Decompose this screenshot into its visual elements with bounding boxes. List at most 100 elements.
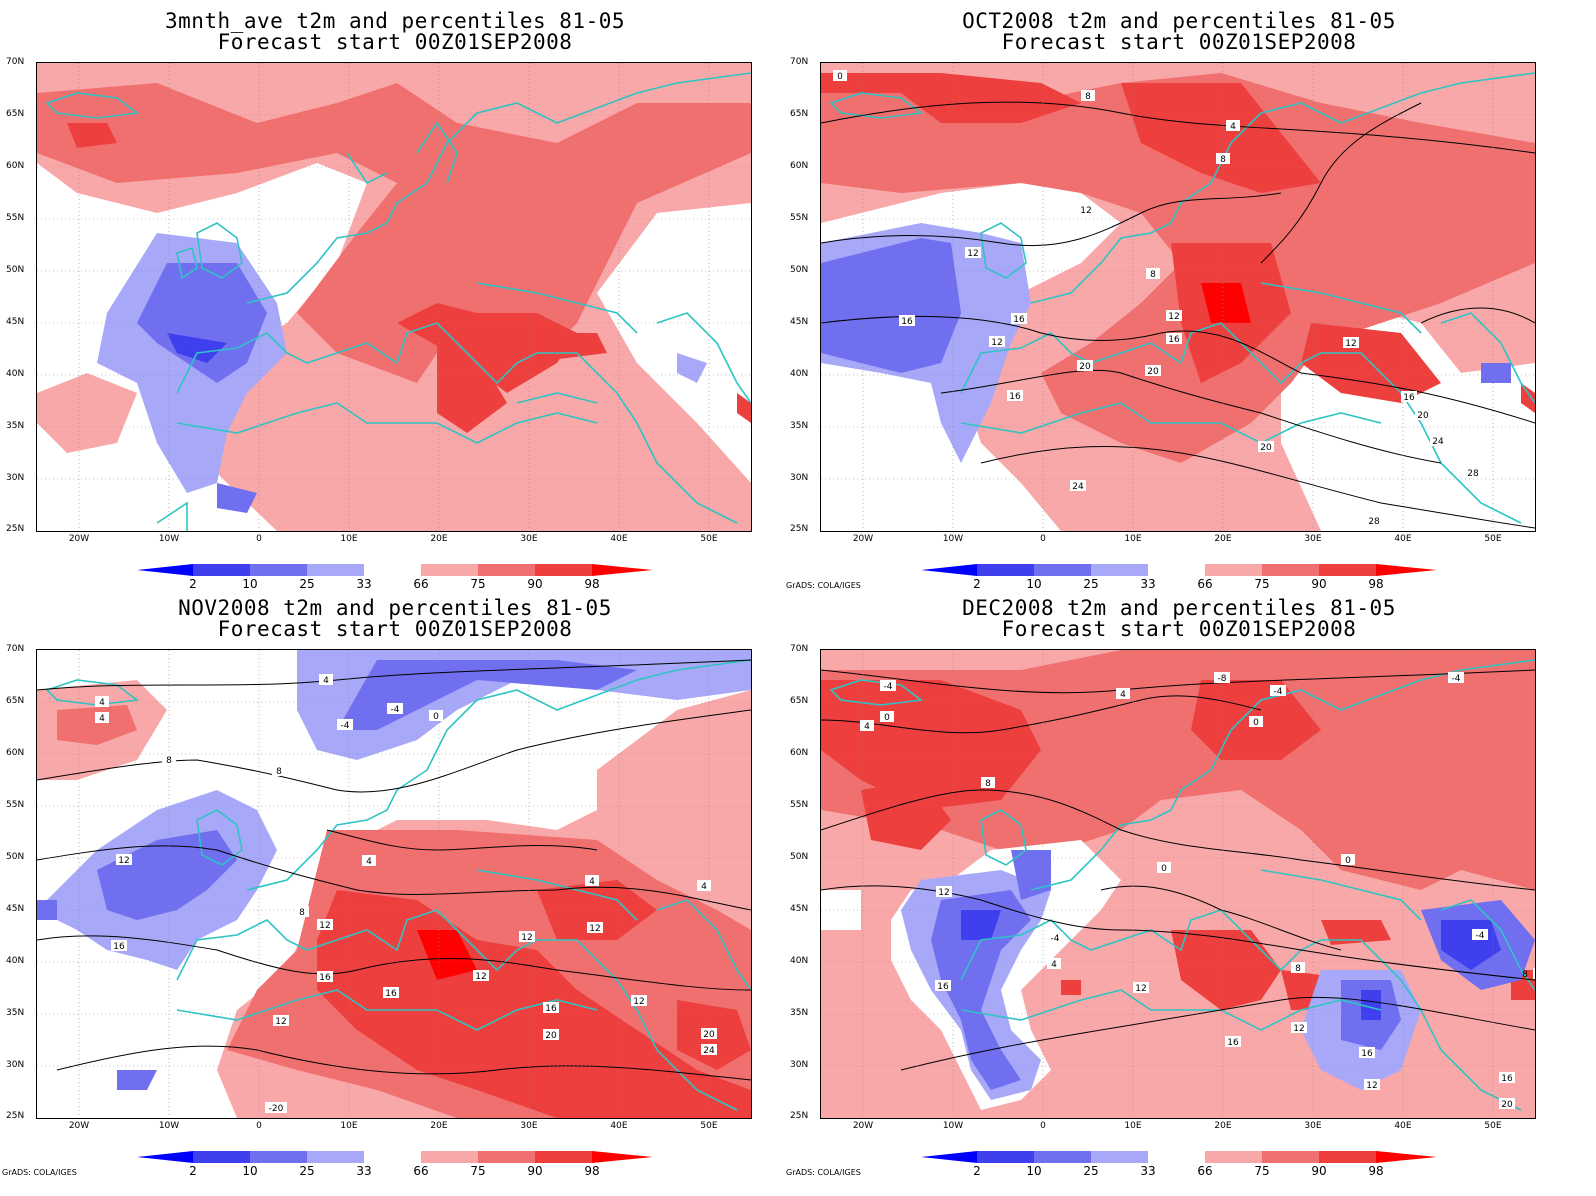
contour-label: 4 (1226, 120, 1240, 132)
colorbar-label: 90 (527, 577, 543, 591)
lon-label: 30E (1304, 1121, 1322, 1131)
lon-label: 10W (158, 1121, 180, 1131)
lat-label: 45N (6, 904, 25, 914)
svg-text:20: 20 (545, 1031, 557, 1041)
lat-label: 55N (790, 800, 809, 810)
svg-text:4: 4 (864, 722, 870, 732)
contour-labels: 0 8 4 8 12 12 8 16 16 12 20 20 16 12 16 … (833, 70, 1481, 527)
contour-label: 4 (362, 855, 376, 867)
contour-label: 16 (935, 980, 951, 992)
map-plot: -4 0 4 -8 -4 -4 4 0 8 0 0 12 -4 4 8 16 1… (820, 649, 1536, 1119)
svg-text:4: 4 (366, 857, 372, 867)
colorbar-label: 2 (973, 1164, 981, 1178)
panel-title: 3mnth_ave t2m and percentiles 81-05 (164, 9, 625, 33)
colorbar-label: 66 (413, 1164, 429, 1178)
lat-label: 30N (6, 473, 25, 483)
panel-title: DEC2008 t2m and percentiles 81-05 (962, 596, 1396, 620)
colorbar-label: 98 (1368, 1164, 1384, 1178)
svg-text:0: 0 (433, 712, 439, 722)
lat-label: 45N (790, 904, 809, 914)
svg-text:20: 20 (703, 1030, 715, 1040)
contour-label: 16 (1401, 391, 1417, 403)
colorbar (137, 563, 653, 591)
lat-label: 40N (790, 369, 809, 379)
svg-text:-4: -4 (884, 682, 893, 692)
lon-label: 30E (1304, 534, 1322, 544)
svg-text:-4: -4 (1476, 931, 1485, 941)
lat-label: 70N (6, 644, 25, 654)
map-plot: 4 4 4 -4 -4 0 8 8 12 4 4 4 8 12 12 12 12… (36, 649, 752, 1119)
lon-label: 10E (1124, 534, 1142, 544)
svg-text:12: 12 (319, 921, 330, 931)
lon-label: 0 (256, 534, 262, 544)
lat-label: 50N (6, 265, 25, 275)
contour-label: 8 (1216, 153, 1230, 165)
contour-label: 12 (1133, 982, 1149, 994)
lon-label: 20E (1214, 1121, 1232, 1131)
contour-label: 16 (1359, 1047, 1375, 1059)
contour-label: 16 (111, 940, 127, 952)
contour-label: 4 (697, 880, 711, 892)
percentile-shading (821, 63, 1535, 531)
colorbar-label: 33 (1140, 1164, 1156, 1178)
contour-label: 16 (1499, 1072, 1515, 1084)
svg-text:-4: -4 (391, 705, 400, 715)
contour-label: 12 (1078, 204, 1094, 216)
lat-label: 65N (6, 696, 25, 706)
svg-text:8: 8 (1522, 970, 1528, 980)
svg-text:16: 16 (937, 982, 949, 992)
lon-label: 10E (1124, 1121, 1142, 1131)
isotherm-contours (37, 659, 751, 1081)
lon-label: 40E (1394, 534, 1412, 544)
svg-text:8: 8 (299, 908, 305, 918)
colorbar-label: 90 (1311, 1164, 1327, 1178)
svg-text:12: 12 (633, 997, 644, 1007)
contour-label: 20 (1258, 441, 1274, 453)
lat-label: 25N (790, 524, 809, 534)
lat-label: 55N (6, 213, 25, 223)
contour-label: 16 (543, 1002, 559, 1014)
svg-text:12: 12 (1135, 984, 1146, 994)
lon-label: 40E (1394, 1121, 1412, 1131)
contour-label: 16 (383, 987, 399, 999)
colorbar-label: 98 (584, 577, 600, 591)
svg-text:0: 0 (1161, 864, 1167, 874)
contour-label: 8 (981, 777, 995, 789)
lat-label: 55N (790, 213, 809, 223)
panel-subtitle: Forecast start 00Z01SEP2008 (1001, 30, 1357, 54)
contour-label: 12 (1291, 1022, 1307, 1034)
contour-label: 8 (295, 906, 309, 918)
colorbar-label: 90 (1311, 577, 1327, 591)
colorbar-label: 75 (1254, 1164, 1270, 1178)
contour-label: 12 (587, 922, 603, 934)
contour-label: 8 (1081, 90, 1095, 102)
svg-text:12: 12 (1345, 339, 1356, 349)
contour-label: 0 (880, 711, 894, 723)
lat-label: 25N (6, 524, 25, 534)
lat-label: 60N (790, 161, 809, 171)
contour-label: 4 (95, 696, 109, 708)
svg-text:28: 28 (1368, 517, 1380, 527)
svg-text:12: 12 (991, 338, 1002, 348)
lat-label: 25N (790, 1111, 809, 1121)
contour-label: 8 (1522, 968, 1535, 980)
contour-labels: 4 4 4 -4 -4 0 8 8 12 4 4 4 8 12 12 12 12… (95, 674, 717, 1114)
lat-label: 65N (790, 109, 809, 119)
lon-label: 20E (430, 1121, 448, 1131)
contour-label: -4 (1472, 929, 1488, 941)
colorbar-label: 90 (527, 1164, 543, 1178)
contour-label: -8 (1214, 672, 1230, 684)
panel-dec2008: DEC2008 t2m and percentiles 81-05 Foreca… (784, 587, 1574, 1178)
contour-label: 20 (543, 1029, 559, 1041)
grads-credit: GrADS: COLA/IGES (2, 1168, 77, 1177)
lat-label: 60N (6, 748, 25, 758)
lat-label: 55N (6, 800, 25, 810)
svg-text:8: 8 (1150, 270, 1156, 280)
colorbar-label: 33 (356, 577, 372, 591)
svg-text:8: 8 (276, 767, 282, 777)
svg-text:8: 8 (985, 779, 991, 789)
lon-label: 30E (520, 534, 538, 544)
contour-label: -4 (880, 680, 896, 692)
lat-label: 50N (790, 852, 809, 862)
lon-label: 10W (942, 534, 964, 544)
